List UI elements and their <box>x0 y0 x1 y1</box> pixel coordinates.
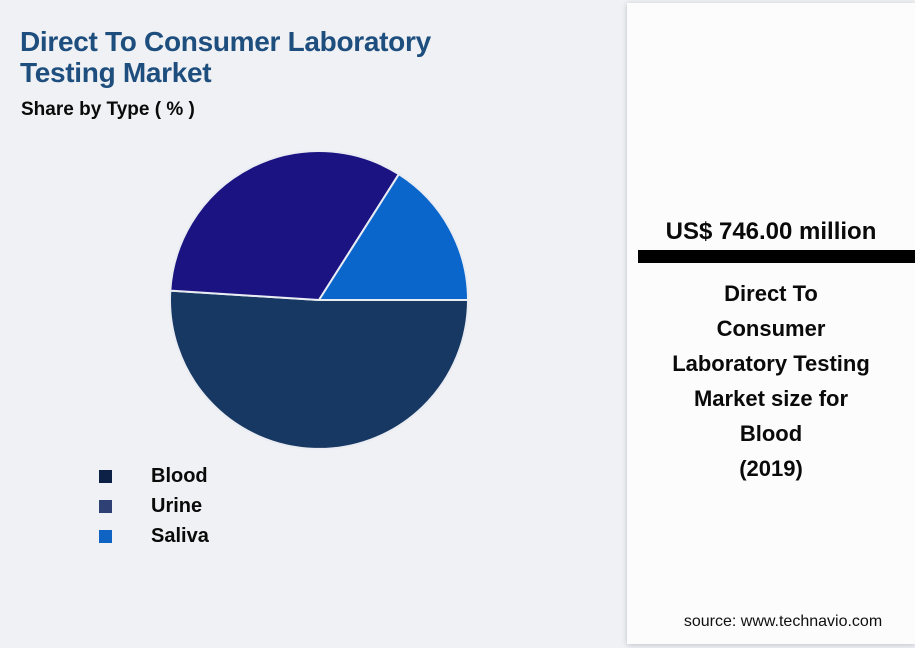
market-description: Direct To Consumer Laboratory Testing Ma… <box>672 281 870 481</box>
chart-subtitle: Share by Type ( % ) <box>21 99 195 120</box>
legend-label: Blood <box>151 464 208 487</box>
chart-title: Direct To Consumer Laboratory Testing Ma… <box>20 26 431 88</box>
legend-label: Saliva <box>151 524 209 547</box>
legend-label: Urine <box>151 494 203 517</box>
pie-slice-saliva <box>318 173 469 301</box>
pie-slice-blood <box>169 289 469 450</box>
legend-marker-blood <box>99 469 112 483</box>
highlight-panel: US$ 746.00 million Direct To Consumer La… <box>627 3 915 644</box>
pie-chart-svg <box>169 150 469 450</box>
pie-chart <box>167 148 471 452</box>
divider-bar <box>638 250 915 263</box>
legend-item-saliva: Saliva <box>99 521 209 551</box>
market-value: US$ 746.00 million <box>665 218 877 245</box>
legend-marker-saliva <box>99 529 112 543</box>
legend-item-blood: Blood <box>99 461 209 491</box>
source-credit: source: www.technavio.com <box>683 613 883 630</box>
chart-section: Direct To Consumer Laboratory Testing Ma… <box>20 26 471 551</box>
legend-item-urine: Urine <box>99 491 209 521</box>
legend-marker-urine <box>99 499 112 513</box>
legend: Blood Urine Saliva <box>99 461 209 551</box>
